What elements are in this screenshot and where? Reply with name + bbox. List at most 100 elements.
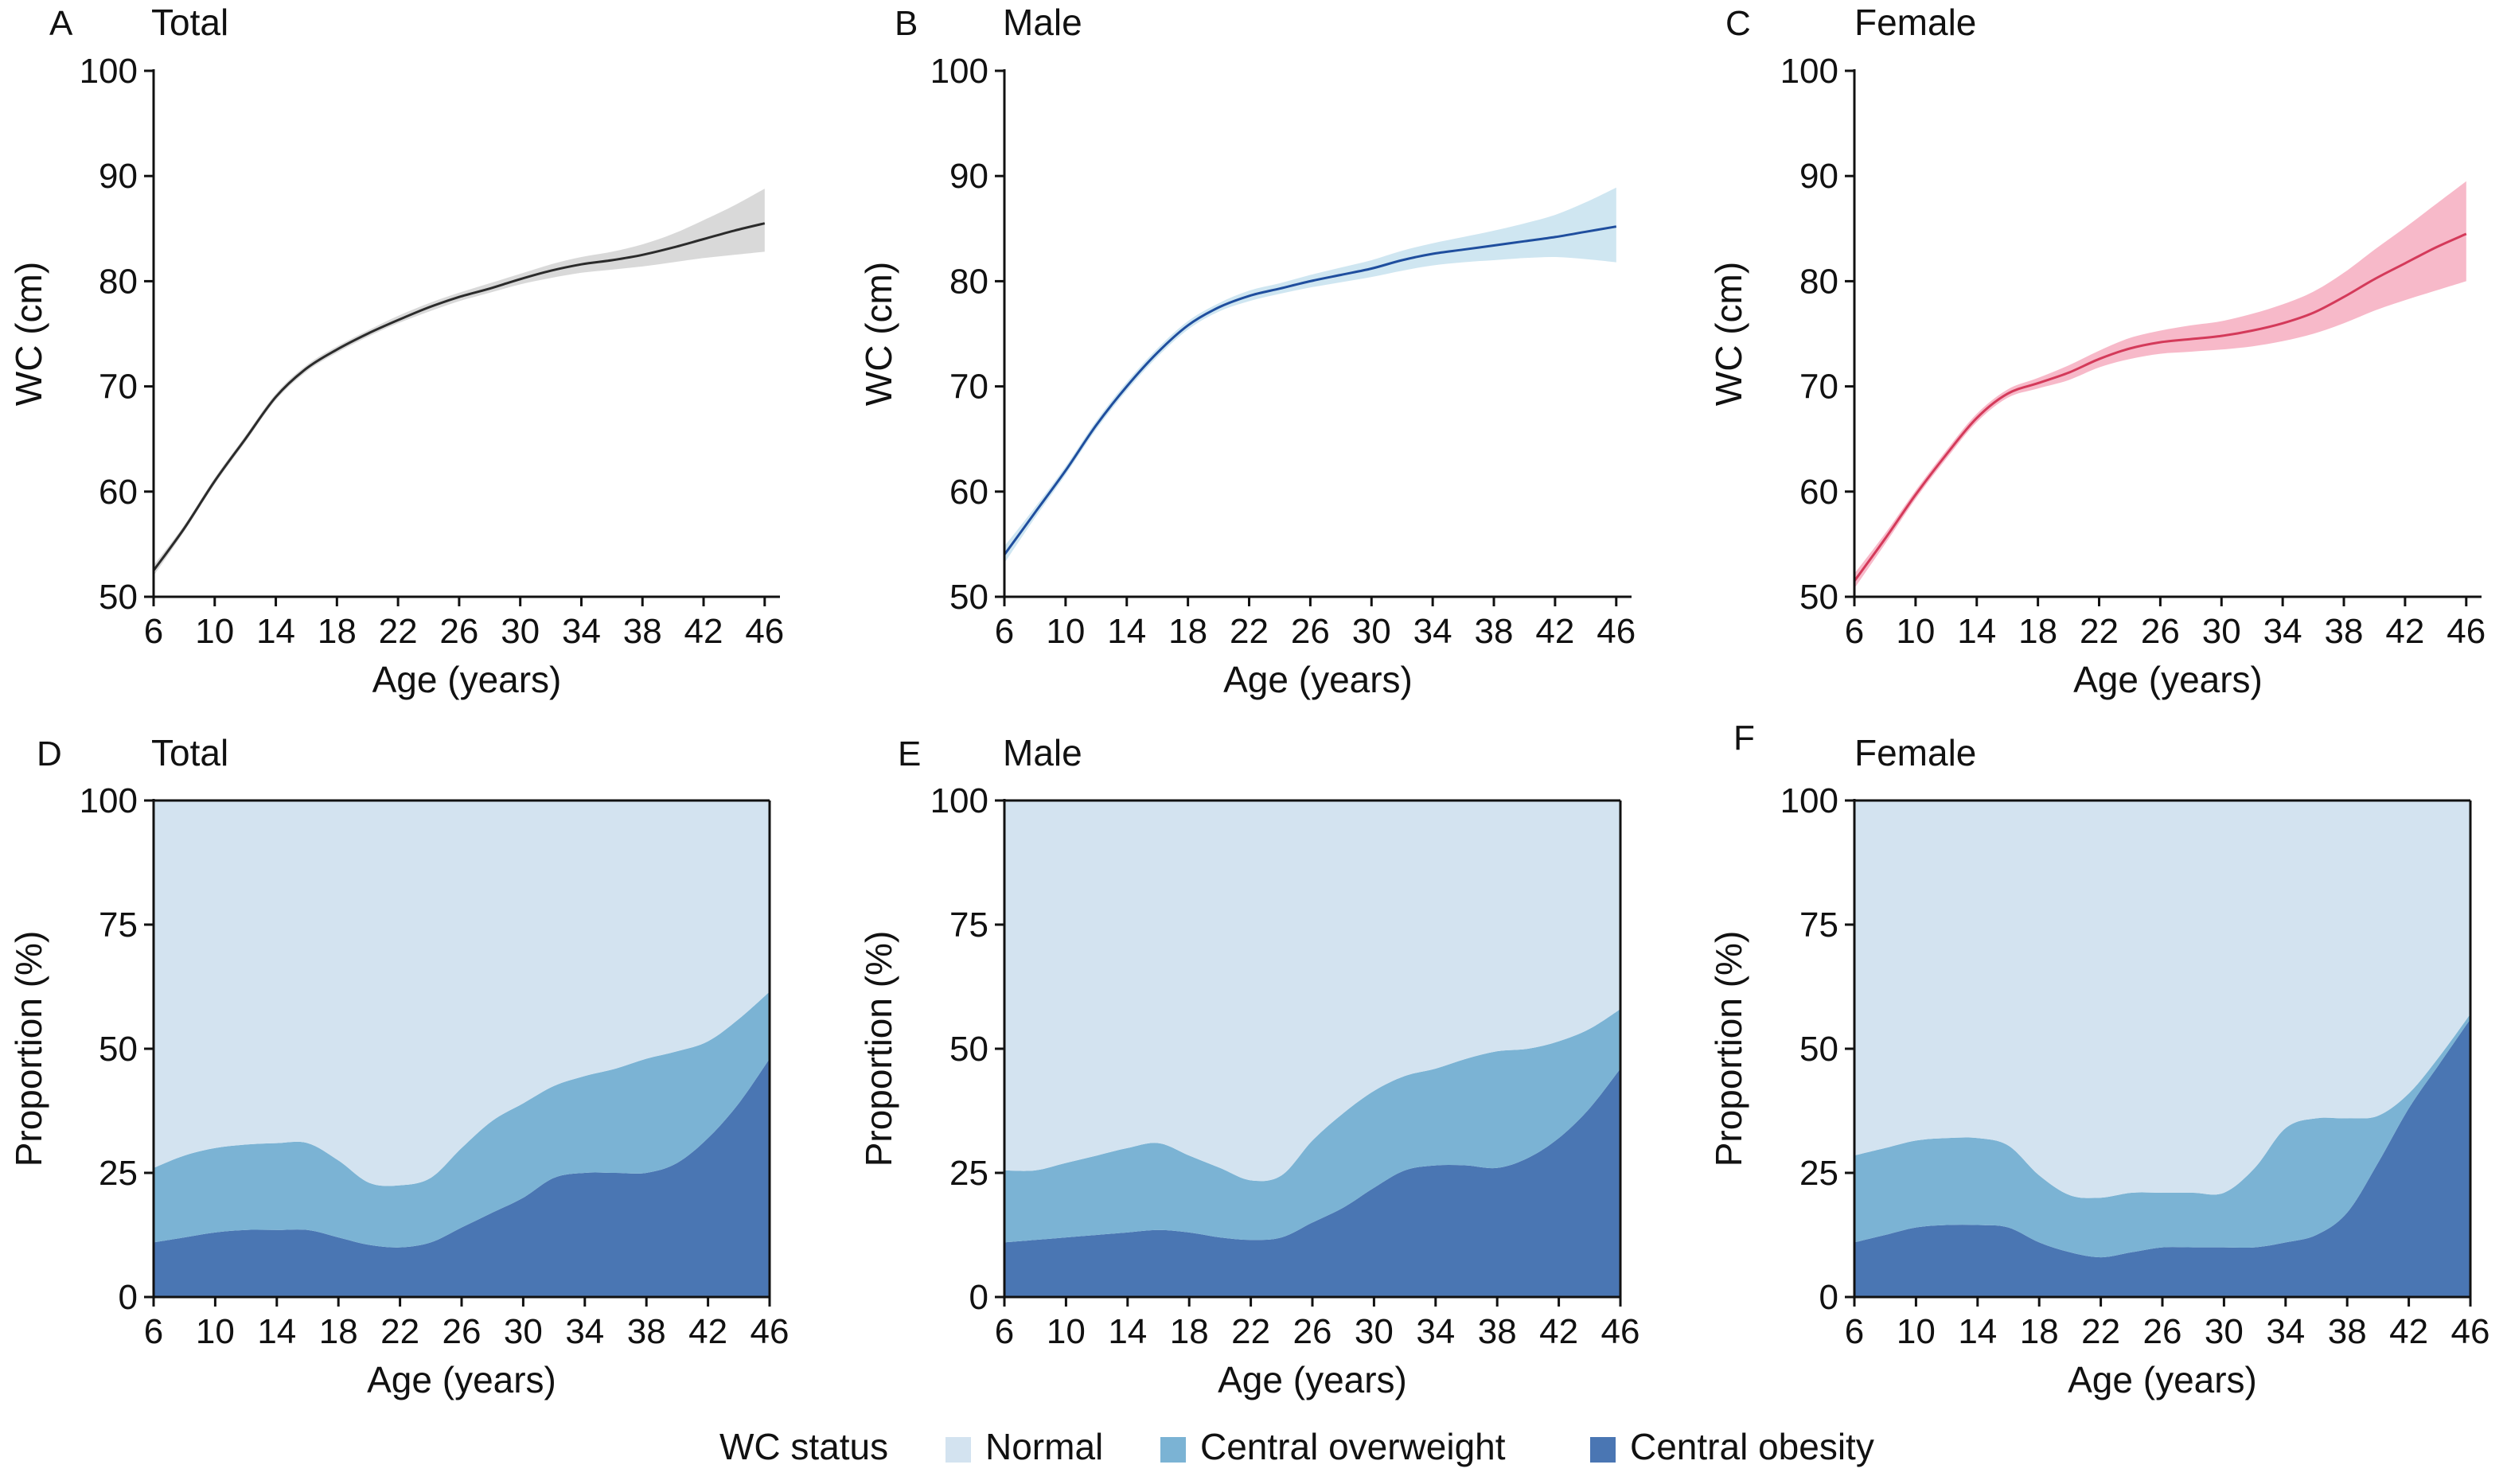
x-tick-label-e: 38 (1478, 1312, 1517, 1351)
x-tick-label-a: 18 (318, 612, 357, 651)
x-tick-label-d: 30 (504, 1312, 543, 1351)
x-tick-label-d: 34 (565, 1312, 604, 1351)
y-tick-label-a: 50 (99, 578, 138, 617)
y-tick-label-a: 90 (99, 157, 138, 196)
x-tick-label-e: 46 (1601, 1312, 1640, 1351)
x-tick-label-c: 46 (2447, 612, 2486, 651)
y-tick-label-f: 50 (1799, 1030, 1838, 1069)
y-tick-label-b: 70 (949, 368, 988, 407)
x-axis-label-d: Age (years) (367, 1359, 556, 1400)
panel-title-d: Total (151, 732, 228, 773)
area-normal-d (154, 800, 770, 1186)
y-tick-label-a: 70 (99, 368, 138, 407)
y-tick-label-d: 100 (80, 781, 138, 820)
x-tick-label-d: 14 (257, 1312, 296, 1351)
area-central-overweight-d (154, 991, 770, 1248)
panel-c: C Female 50 60 70 80 90 100 6 10 14 18 22 26 30 34 38 4… (1708, 2, 2486, 700)
x-tick-label-c: 42 (2385, 612, 2424, 651)
panel-letter-f: F (1733, 719, 1755, 758)
legend: WC status Normal Central overweight Cent… (719, 1426, 1874, 1467)
x-tick-label-a: 42 (684, 612, 723, 651)
x-tick-label-b: 30 (1352, 612, 1391, 651)
legend-swatch-central-overweight (1160, 1437, 1186, 1463)
x-tick-label-f: 10 (1897, 1312, 1936, 1351)
x-tick-label-a: 34 (562, 612, 601, 651)
wc-line-a (152, 222, 766, 571)
x-tick-label-a: 10 (195, 612, 234, 651)
x-tick-label-c: 18 (2018, 612, 2057, 651)
area-normal-e (1004, 800, 1620, 1182)
x-tick-label-d: 26 (443, 1312, 482, 1351)
y-tick-label-f: 100 (1780, 781, 1838, 820)
y-tick-label-c: 100 (1780, 52, 1838, 91)
x-tick-label-a: 38 (623, 612, 662, 651)
panel-letter-c: C (1725, 4, 1751, 43)
x-tick-label-b: 46 (1597, 612, 1636, 651)
ci-band-c (1854, 181, 2466, 589)
x-tick-label-e: 42 (1539, 1312, 1578, 1351)
y-tick-label-a: 60 (99, 473, 138, 512)
panel-title-e: Male (1003, 732, 1082, 773)
x-tick-label-b: 6 (995, 612, 1014, 651)
x-tick-label-d: 22 (380, 1312, 419, 1351)
x-tick-label-d: 18 (319, 1312, 358, 1351)
y-tick-label-c: 60 (1799, 473, 1838, 512)
legend-label-normal: Normal (985, 1426, 1103, 1467)
x-tick-label-e: 10 (1047, 1312, 1086, 1351)
y-tick-label-b: 50 (949, 578, 988, 617)
panel-letter-a: A (49, 4, 73, 43)
y-tick-label-e: 75 (949, 906, 988, 945)
x-tick-label-a: 22 (379, 612, 418, 651)
y-tick-label-b: 60 (949, 473, 988, 512)
x-tick-label-c: 38 (2325, 612, 2364, 651)
panel-letter-e: E (898, 734, 921, 773)
y-tick-label-c: 80 (1799, 262, 1838, 301)
y-tick-label-d: 75 (99, 906, 138, 945)
x-tick-label-c: 30 (2202, 612, 2241, 651)
x-tick-label-e: 22 (1231, 1312, 1270, 1351)
y-axis-label-a: WC (cm) (8, 262, 49, 406)
x-tick-label-b: 18 (1168, 612, 1207, 651)
x-tick-label-d: 10 (196, 1312, 235, 1351)
x-tick-label-b: 26 (1291, 612, 1330, 651)
area-central-overweight-e (1004, 1009, 1620, 1243)
axes-b (1003, 69, 1632, 598)
y-tick-label-b: 100 (930, 52, 988, 91)
axes-c (1853, 69, 2482, 598)
x-tick-label-c: 34 (2263, 612, 2302, 651)
x-tick-label-b: 42 (1535, 612, 1574, 651)
x-tick-label-f: 26 (2143, 1312, 2182, 1351)
x-axis-label-f: Age (years) (2068, 1359, 2257, 1400)
panel-a: A Total 50 60 70 80 90 100 6 10 14 18 22 26 30 34 38 42… (8, 2, 784, 700)
y-tick-label-f: 25 (1799, 1154, 1838, 1193)
x-tick-label-f: 30 (2205, 1312, 2244, 1351)
legend-swatch-normal (945, 1437, 971, 1463)
x-tick-label-a: 46 (745, 612, 784, 651)
y-tick-label-c: 50 (1799, 578, 1838, 617)
y-tick-label-d: 25 (99, 1154, 138, 1193)
area-central-obesity-f (1854, 1019, 2470, 1297)
y-axis-label-d: Proportion (%) (8, 931, 49, 1167)
x-axis-label-e: Age (years) (1218, 1359, 1407, 1400)
panel-title-a: Total (151, 2, 228, 43)
x-tick-label-b: 22 (1230, 612, 1269, 651)
x-tick-label-a: 26 (439, 612, 478, 651)
x-tick-label-f: 18 (2020, 1312, 2059, 1351)
y-tick-label-f: 75 (1799, 906, 1838, 945)
panel-title-f: Female (1854, 732, 1976, 773)
y-tick-label-d: 0 (119, 1278, 138, 1317)
y-tick-label-f: 0 (1819, 1278, 1838, 1317)
x-tick-label-a: 14 (256, 612, 295, 651)
panel-letter-b: B (895, 4, 918, 43)
x-axis-label-c: Age (years) (2073, 659, 2263, 700)
panel-title-c: Female (1854, 2, 1976, 43)
x-tick-label-c: 10 (1896, 612, 1935, 651)
x-tick-label-d: 42 (688, 1312, 727, 1351)
x-tick-label-b: 34 (1413, 612, 1452, 651)
x-tick-label-e: 14 (1108, 1312, 1147, 1351)
legend-label-central-obesity: Central obesity (1630, 1426, 1874, 1467)
y-tick-label-b: 80 (949, 262, 988, 301)
x-tick-label-f: 6 (1845, 1312, 1864, 1351)
legend-label-central-overweight: Central overweight (1200, 1426, 1506, 1467)
y-tick-label-d: 50 (99, 1030, 138, 1069)
